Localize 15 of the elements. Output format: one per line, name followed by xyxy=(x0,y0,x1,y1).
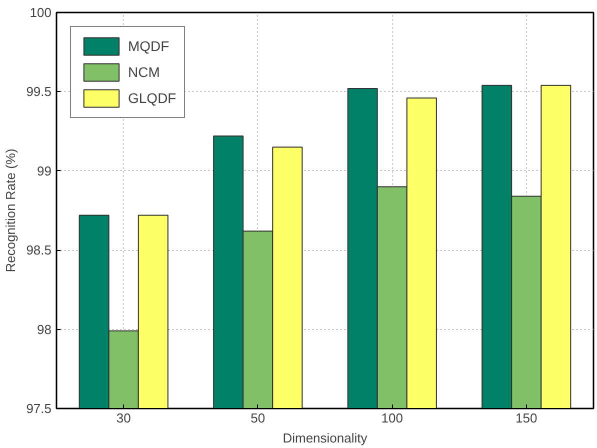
x-axis-title: Dimensionality xyxy=(282,430,368,446)
x-tick-label: 50 xyxy=(250,410,266,426)
y-axis-title: Recognition Rate (%) xyxy=(3,148,18,272)
x-tick-label: 100 xyxy=(381,410,403,426)
y-tick-label: 98.5 xyxy=(26,242,52,258)
y-tick-label: 97.5 xyxy=(26,401,52,416)
y-tick-label: 98 xyxy=(37,322,52,337)
y-tick-label: 100 xyxy=(30,5,52,20)
y-tick-label: 99.5 xyxy=(26,84,52,100)
legend-label: MQDF xyxy=(128,38,170,54)
legend-label: GLQDF xyxy=(128,90,176,106)
legend-label: NCM xyxy=(128,64,160,80)
y-tick-label: 99 xyxy=(37,163,52,178)
x-tick-label: 30 xyxy=(116,410,131,426)
x-tick-label: 150 xyxy=(516,410,538,426)
